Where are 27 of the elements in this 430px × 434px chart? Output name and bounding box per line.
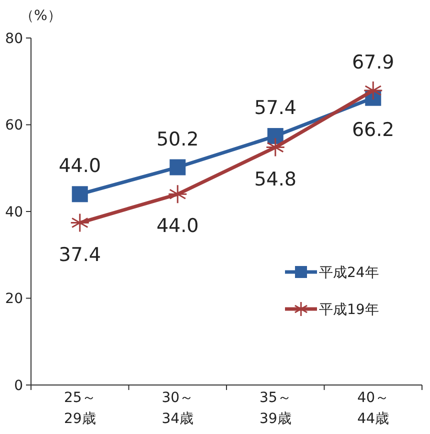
legend-label: 平成19年 (319, 302, 379, 318)
y-axis-title: （%） (20, 8, 62, 24)
y-tick-label: 40 (5, 204, 23, 220)
point (168, 184, 188, 204)
data-label: 37.4 (58, 244, 102, 266)
x-tick-label: 25～ 29歳 (64, 390, 96, 427)
y-tick-label: 80 (5, 30, 23, 47)
point (267, 128, 284, 144)
y-tick-label: 20 (5, 291, 23, 308)
point (363, 80, 383, 100)
data-label: 54.8 (254, 168, 297, 190)
data-label: 44.0 (58, 155, 102, 178)
x-tick-label: 35～ 39歳 (259, 390, 292, 427)
data-label: 57.4 (254, 97, 297, 120)
data-label: 50.2 (156, 128, 199, 150)
data-label: 44.0 (156, 215, 199, 238)
x-tick-label: 30～ 34歳 (162, 390, 194, 427)
point (266, 138, 286, 158)
legend-label: 平成24年 (319, 264, 379, 281)
point (72, 186, 88, 202)
y-tick-label: 0 (14, 378, 23, 394)
data-label: 66.2 (352, 118, 394, 141)
y-tick-label: 60 (5, 118, 23, 134)
point (170, 159, 186, 176)
data-label: 67.9 (352, 51, 394, 74)
x-tick-label: 40～ 44歳 (357, 390, 390, 427)
point (70, 213, 90, 233)
